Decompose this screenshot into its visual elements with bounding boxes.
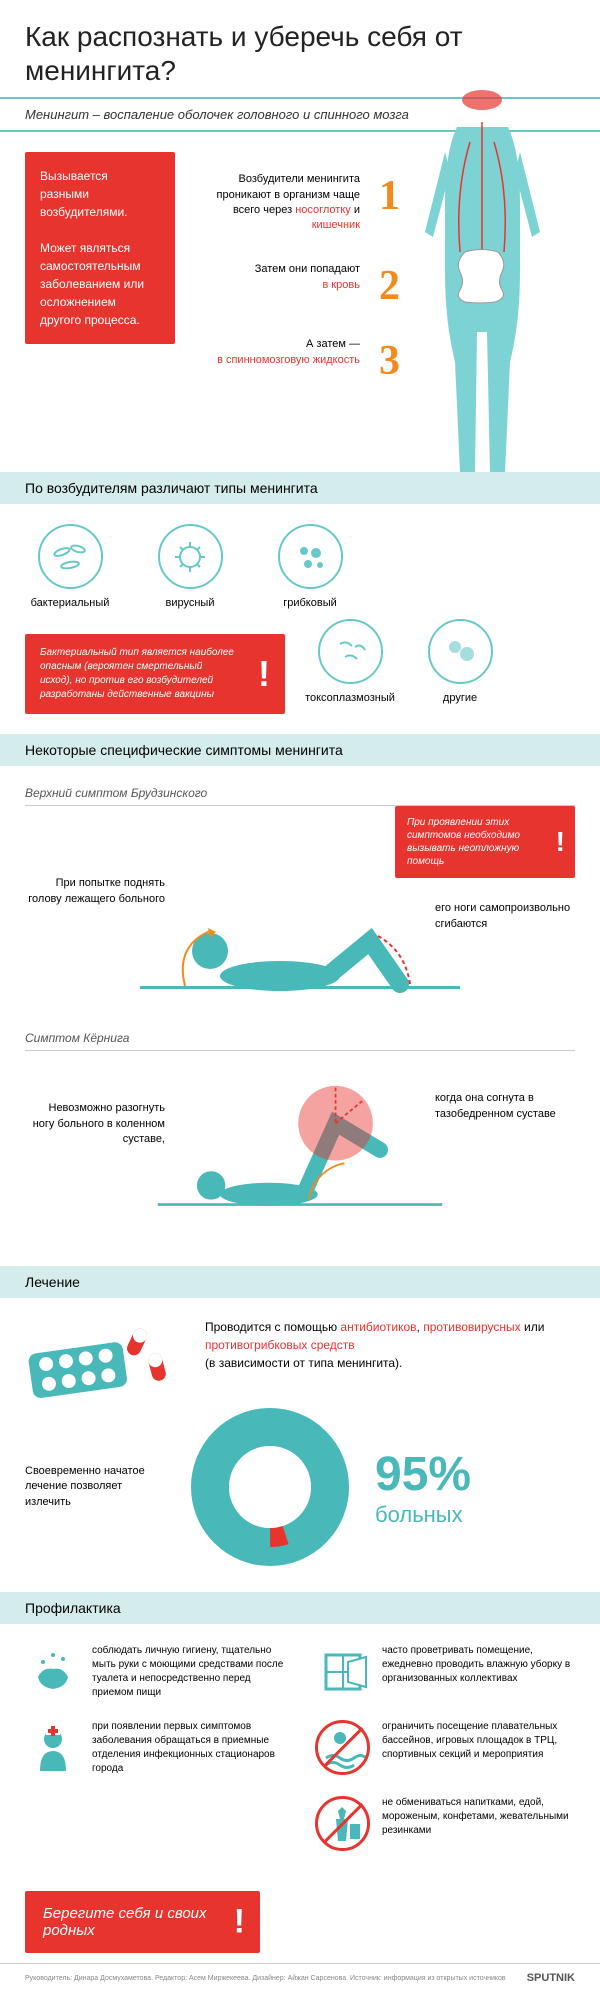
prev-item-food: не обмениваться напитками, едой, морожен… [315, 1796, 575, 1851]
donut-chart [185, 1402, 355, 1572]
toxoplasma-icon [318, 619, 383, 684]
treatment-section: Проводится с помощью антибиотиков, проти… [0, 1298, 600, 1592]
step-red: в кровь [322, 279, 360, 291]
donut-row: Своевременно начатое лечение позволяет и… [25, 1402, 575, 1572]
type-bacterial: бактериальный [25, 524, 115, 609]
step-number: 1 [379, 167, 400, 226]
prohibit-overlay [315, 1796, 370, 1851]
food-prohibit-icon [315, 1796, 370, 1851]
step-number: 3 [379, 332, 400, 391]
step-text: А затем — [306, 338, 360, 350]
bacteria-icon [38, 524, 103, 589]
donut-caption: Своевременно начатое лечение позволяет и… [25, 1464, 165, 1510]
step-1: Возбудители менингита проникают в органи… [195, 172, 360, 234]
types-section: бактериальный вирусный грибковый Бактери… [0, 504, 600, 734]
other-pathogen-icon [428, 619, 493, 684]
symptom1-block: При проявлении этих симптомов необходимо… [25, 806, 575, 1026]
bacterial-warning: Бактериальный тип является наиболее опас… [25, 634, 285, 714]
symptom2-right: когда она согнута в тазобедренном сустав… [435, 1091, 575, 1122]
credits-text: Руководитель: Динара Досмухаметова. Реда… [25, 1975, 506, 1982]
prevention-section: соблюдать личную гигиену, тщательно мыть… [0, 1624, 600, 1871]
hands-wash-icon [25, 1644, 80, 1699]
type-fungal: грибковый [265, 524, 355, 609]
virus-icon [158, 524, 223, 589]
symptom-warning: При проявлении этих симптомов необходимо… [395, 806, 575, 878]
intro-warning-box: Вызывается разными возбудителями. Может … [25, 152, 175, 344]
step-number: 2 [379, 257, 400, 316]
types-row-1: бактериальный вирусный грибковый [25, 524, 575, 609]
symptom1-right: его ноги самопроизвольно сгибаются [435, 901, 575, 932]
brand-logo: SPUTNIK [527, 1972, 575, 1984]
symptom2-block: Невозможно разогнуть ногу больного в кол… [25, 1051, 575, 1251]
pool-prohibit-icon [315, 1720, 370, 1775]
step-2: Затем они попадают в кровь 2 [195, 262, 360, 293]
exclamation-icon: ! [556, 824, 565, 860]
prevention-heading: Профилактика [0, 1592, 600, 1624]
exclamation-icon: ! [258, 649, 270, 699]
type-viral: вирусный [145, 524, 235, 609]
prev-item-doctor: при появлении первых симптомов заболеван… [25, 1720, 285, 1776]
doctor-icon [25, 1720, 80, 1775]
infographic-container: Как распознать и уберечь себя от менинги… [0, 0, 600, 1992]
prev-item-hygiene: соблюдать личную гигиену, тщательно мыть… [25, 1644, 285, 1700]
step-3: А затем — в спинномозговую жидкость 3 [195, 337, 360, 368]
human-body-figure [395, 72, 570, 492]
percentage: 95% [375, 1447, 471, 1502]
step-red: в спинномозговую жидкость [217, 354, 360, 366]
step-text: Затем они попадают [255, 263, 360, 275]
window-icon [315, 1644, 370, 1699]
symptom1-left: При попытке поднять голову лежащего боль… [25, 876, 165, 907]
prev-item-pool: ограничить посещение плавательных бассей… [315, 1720, 575, 1776]
step-red: носоглотку [295, 204, 351, 216]
footer-warning: Берегите себя и своих родных ! [25, 1891, 260, 1953]
prev-item-ventilate: часто проветривать помещение, ежедневно … [315, 1644, 575, 1700]
intro-section: Вызывается разными возбудителями. Может … [0, 132, 600, 472]
treatment-heading: Лечение [0, 1266, 600, 1298]
treatment-text: Проводится с помощью антибиотиков, проти… [205, 1318, 575, 1372]
symptom2-left: Невозможно разогнуть ногу больного в кол… [25, 1101, 165, 1147]
percentage-label: больных [375, 1502, 471, 1528]
symptoms-section: Верхний симптом Брудзинского При проявле… [0, 766, 600, 1266]
type-other: другие [415, 619, 505, 704]
type-toxoplasma: токсоплазмозный [305, 619, 395, 704]
prohibit-overlay [315, 1720, 370, 1775]
exclamation-icon: ! [234, 1903, 245, 1942]
donut-value: 95% больных [375, 1447, 471, 1528]
symptom2-title: Симптом Кёрнига [25, 1026, 575, 1050]
prevention-grid: соблюдать личную гигиену, тщательно мыть… [25, 1644, 575, 1851]
pills-icon [25, 1318, 175, 1408]
symptom1-title: Верхний симптом Брудзинского [25, 781, 575, 805]
fungus-icon [278, 524, 343, 589]
symptoms-heading: Некоторые специфические симптомы менинги… [0, 734, 600, 766]
credits-bar: Руководитель: Динара Досмухаметова. Реда… [0, 1964, 600, 1992]
